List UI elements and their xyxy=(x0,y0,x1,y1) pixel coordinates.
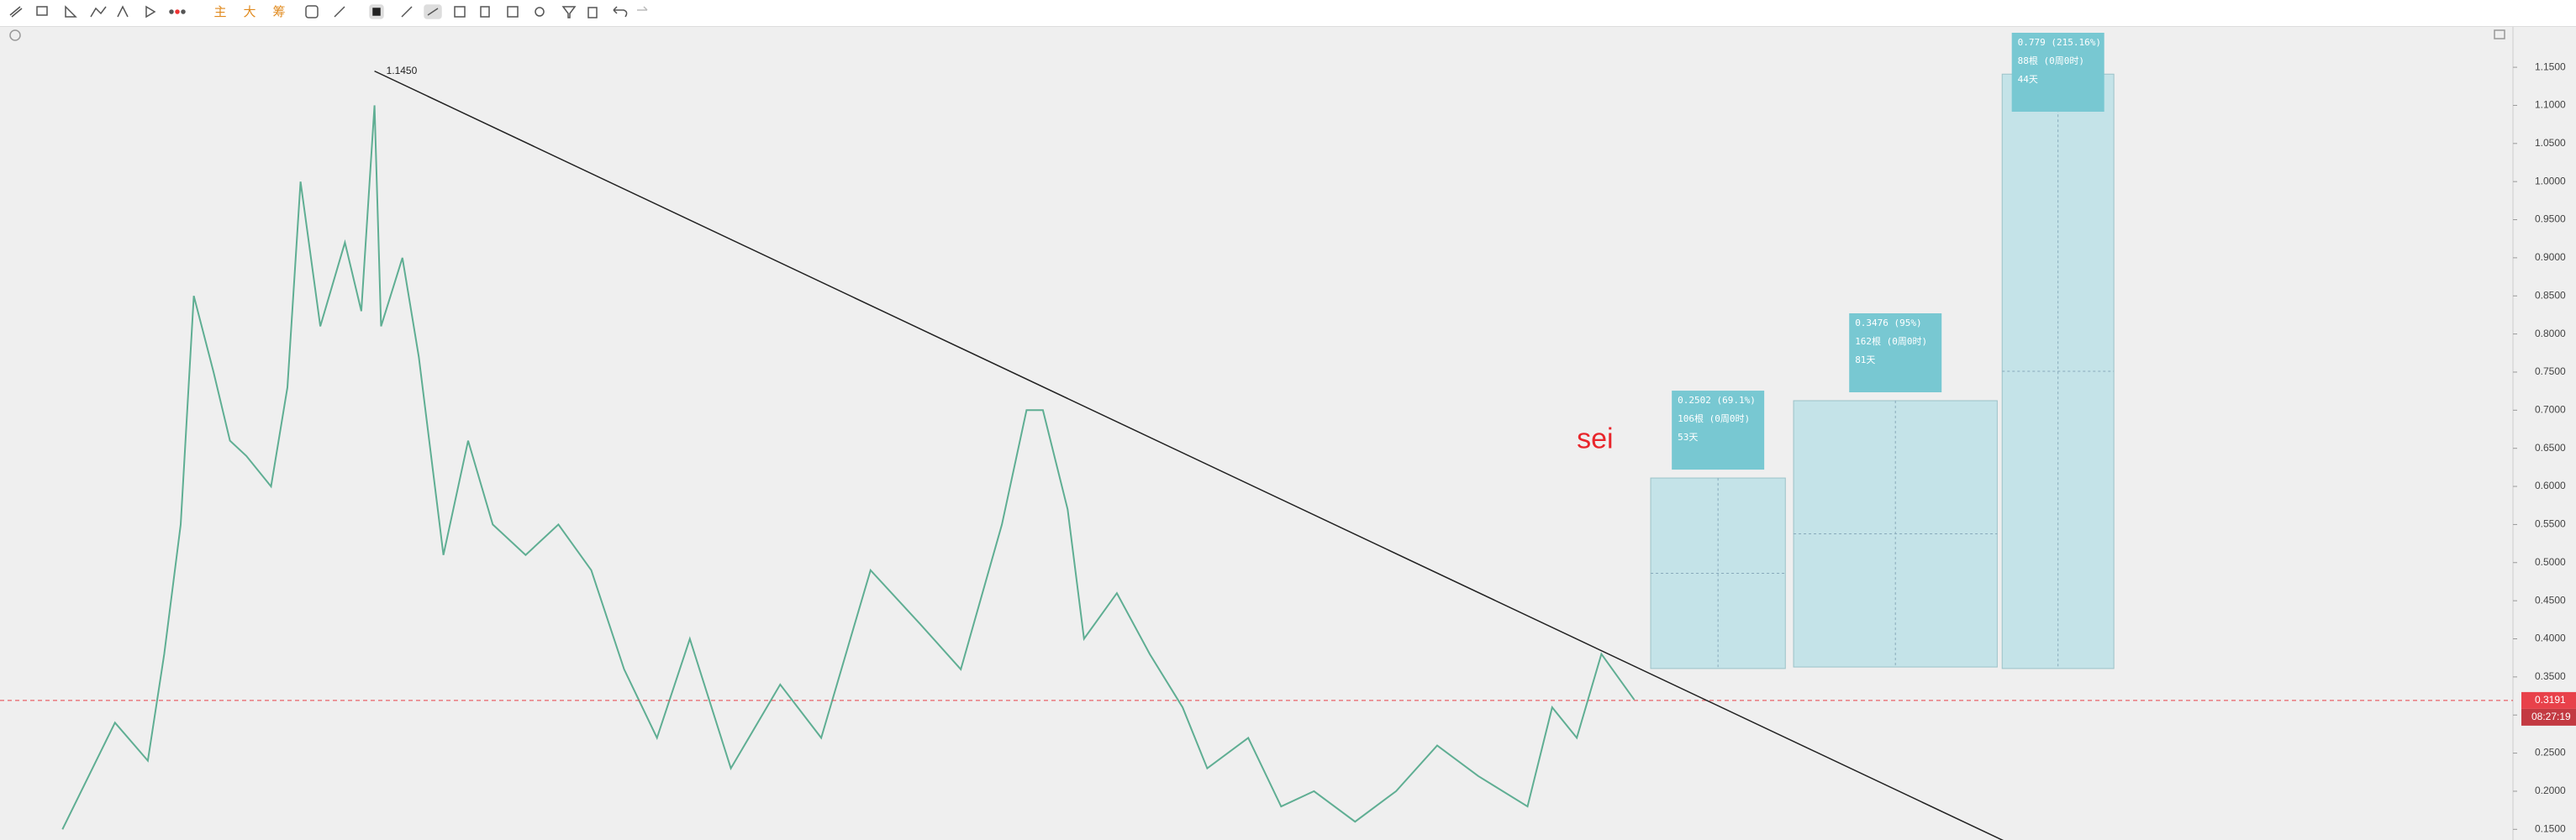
countdown-label: 08:27:19 xyxy=(2531,711,2571,722)
screenshot-icon[interactable] xyxy=(2494,29,2505,39)
tool-active-icon xyxy=(427,8,439,16)
y-tick-label: 0.8500 xyxy=(2535,289,2566,301)
price-line xyxy=(61,105,1636,830)
tool-brush[interactable] xyxy=(401,6,413,18)
toolbar-label[interactable]: 筹 xyxy=(272,5,285,19)
measure-label: 0.3476 (95%) xyxy=(1855,318,1921,328)
y-tick-label: 0.7000 xyxy=(2535,404,2566,416)
y-tick-label: 1.0000 xyxy=(2535,175,2566,186)
countdown-box xyxy=(2521,708,2576,726)
y-tick-label: 0.2000 xyxy=(2535,785,2566,796)
tool-image[interactable] xyxy=(507,6,519,18)
tool-filter[interactable] xyxy=(561,6,577,18)
tool-measure[interactable] xyxy=(454,6,466,18)
y-tick-label: 0.1500 xyxy=(2535,822,2566,834)
y-tick-label: 1.0500 xyxy=(2535,137,2566,149)
measure-label: 0.779 (215.16%) xyxy=(2018,37,2101,48)
tool-select-icon xyxy=(372,8,381,16)
y-tick-label: 0.9000 xyxy=(2535,251,2566,263)
trend-line xyxy=(374,70,2004,840)
measure-label: 162根 (0周0时) xyxy=(1855,335,1927,347)
measure-label: 44天 xyxy=(2018,74,2038,85)
last-price-label: 0.3191 xyxy=(2535,694,2566,706)
annotation: sei xyxy=(1577,423,1613,455)
tool-magnet[interactable] xyxy=(535,7,545,17)
tool-delete[interactable] xyxy=(587,7,598,18)
tool-clip[interactable] xyxy=(480,6,490,18)
y-tick-label: 1.1500 xyxy=(2535,60,2566,72)
tool-pen[interactable] xyxy=(334,6,345,18)
tool-rect[interactable] xyxy=(36,6,48,16)
tool-more[interactable] xyxy=(169,9,174,14)
measure-label-box xyxy=(1849,312,1942,392)
trend-line-label: 1.1450 xyxy=(387,65,418,76)
last-price-box xyxy=(2521,691,2576,709)
y-tick-label: 0.5000 xyxy=(2535,556,2566,568)
y-tick-label: 0.5500 xyxy=(2535,518,2566,530)
y-tick-label: 0.4500 xyxy=(2535,594,2566,606)
y-tick-label: 0.6500 xyxy=(2535,442,2566,454)
info-icon[interactable] xyxy=(9,29,21,41)
tool-lines[interactable] xyxy=(9,6,23,18)
y-tick-label: 1.1000 xyxy=(2535,99,2566,111)
tool-arrow[interactable] xyxy=(145,5,156,18)
measure-label-box xyxy=(1672,391,1765,470)
tool-copy[interactable] xyxy=(305,5,319,18)
y-tick-label: 0.9500 xyxy=(2535,213,2566,225)
toolbar-label[interactable]: 大 xyxy=(243,5,255,19)
toolbar-label[interactable]: 主 xyxy=(213,5,226,19)
y-tick-label: 0.6000 xyxy=(2535,480,2566,491)
measure-label-box xyxy=(2011,33,2105,112)
measure-label: 88根 (0周0时) xyxy=(2018,55,2084,66)
measure-label: 0.2502 (69.1%) xyxy=(1678,395,1756,406)
tool-more[interactable] xyxy=(181,9,186,14)
y-tick-label: 0.2500 xyxy=(2535,747,2566,759)
measure-label: 106根 (0周0时) xyxy=(1678,412,1750,424)
tool-more[interactable] xyxy=(175,9,180,14)
tool-pattern[interactable] xyxy=(90,6,107,18)
toolbar-icons xyxy=(9,4,2505,41)
y-tick-label: 0.7500 xyxy=(2535,365,2566,377)
tool-undo[interactable] xyxy=(613,6,628,18)
tool-triangle[interactable] xyxy=(65,5,77,18)
y-tick-label: 0.3500 xyxy=(2535,670,2566,682)
y-tick-label: 0.8000 xyxy=(2535,328,2566,339)
y-tick-label: 0.4000 xyxy=(2535,633,2566,644)
measure-label: 81天 xyxy=(1855,354,1875,365)
measure-label: 53天 xyxy=(1678,432,1698,443)
tool-redo[interactable] xyxy=(637,6,648,11)
tool-wave[interactable] xyxy=(117,5,129,18)
